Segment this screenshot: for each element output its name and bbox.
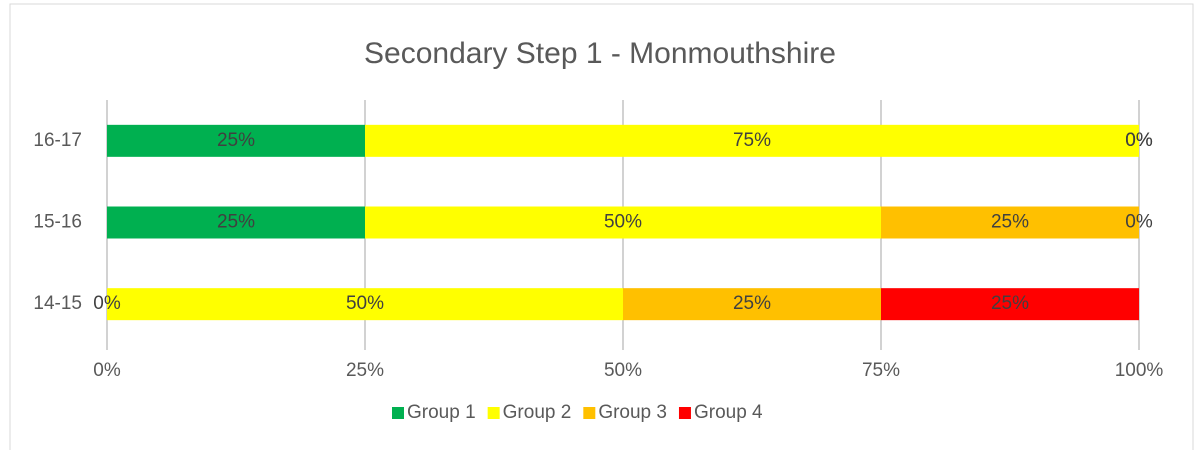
x-tick-label: 0% xyxy=(93,360,121,381)
x-tick-label: 50% xyxy=(604,360,642,381)
bar-segment xyxy=(365,124,1139,157)
legend-swatch xyxy=(392,407,404,419)
y-tick-label: 14-15 xyxy=(33,293,82,314)
chart-border xyxy=(9,3,1194,450)
data-label: 50% xyxy=(346,293,384,314)
bar-segment xyxy=(107,124,365,157)
data-label: 50% xyxy=(604,212,642,233)
bar-segment xyxy=(107,206,365,239)
data-label: 25% xyxy=(733,293,771,314)
bar-segment xyxy=(623,288,881,321)
bar-segment xyxy=(365,206,881,239)
x-tick-label: 25% xyxy=(346,360,384,381)
legend-label: Group 1 xyxy=(407,402,476,423)
data-label: 25% xyxy=(991,293,1029,314)
chart-title: Secondary Step 1 - Monmouthshire xyxy=(364,37,836,70)
data-label: 25% xyxy=(217,212,255,233)
y-tick-label: 15-16 xyxy=(33,212,82,233)
legend-label: Group 4 xyxy=(694,402,763,423)
legend-swatch xyxy=(678,407,691,419)
bar-segment xyxy=(107,288,623,321)
data-label: 0% xyxy=(1125,130,1153,151)
legend-swatch xyxy=(583,407,596,419)
data-label: 0% xyxy=(1125,212,1153,233)
x-tick-label: 75% xyxy=(862,360,900,381)
legend-swatch xyxy=(487,407,500,419)
bar-segment xyxy=(881,206,1139,239)
data-label: 0% xyxy=(93,293,121,314)
data-label: 25% xyxy=(217,130,255,151)
data-label: 75% xyxy=(733,130,771,151)
bar-segment xyxy=(881,288,1139,321)
legend-label: Group 2 xyxy=(503,402,572,423)
data-label: 25% xyxy=(991,212,1029,233)
data-label: 0% xyxy=(1125,130,1153,151)
x-tick-label: 100% xyxy=(1115,360,1164,381)
legend-label: Group 3 xyxy=(598,402,667,423)
y-tick-label: 16-17 xyxy=(33,130,82,151)
